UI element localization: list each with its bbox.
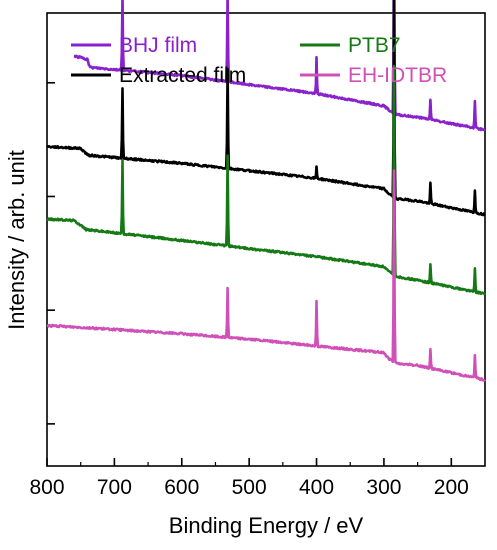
series-line xyxy=(46,64,487,296)
x-tick-label: 800 xyxy=(29,476,64,499)
series-line xyxy=(46,169,486,382)
x-tick-label: 400 xyxy=(299,476,334,499)
legend-label: EH-IDTBR xyxy=(348,64,447,87)
series-lines xyxy=(45,0,487,382)
legend-label: BHJ film xyxy=(119,34,197,57)
x-tick-label: 200 xyxy=(434,476,469,499)
x-tick-label: 300 xyxy=(366,476,401,499)
y-axis-title: Intensity / arb. unit xyxy=(4,150,29,330)
y-axis-ticks xyxy=(47,81,55,425)
legend: BHJ film Extracted film PTB7 EH-IDTBR xyxy=(71,34,447,87)
series-line xyxy=(73,0,486,132)
x-tick-label: 500 xyxy=(232,476,267,499)
x-tick-label: 700 xyxy=(97,476,132,499)
x-tick-label: 600 xyxy=(164,476,199,499)
x-axis-ticks: 800 700 600 500 400 300 200 xyxy=(29,458,469,499)
x-axis-title: Binding Energy / eV xyxy=(169,513,364,538)
plot-frame xyxy=(46,12,486,467)
legend-label: PTB7 xyxy=(348,34,401,57)
legend-label: Extracted film xyxy=(119,64,246,87)
series-line xyxy=(45,0,486,217)
